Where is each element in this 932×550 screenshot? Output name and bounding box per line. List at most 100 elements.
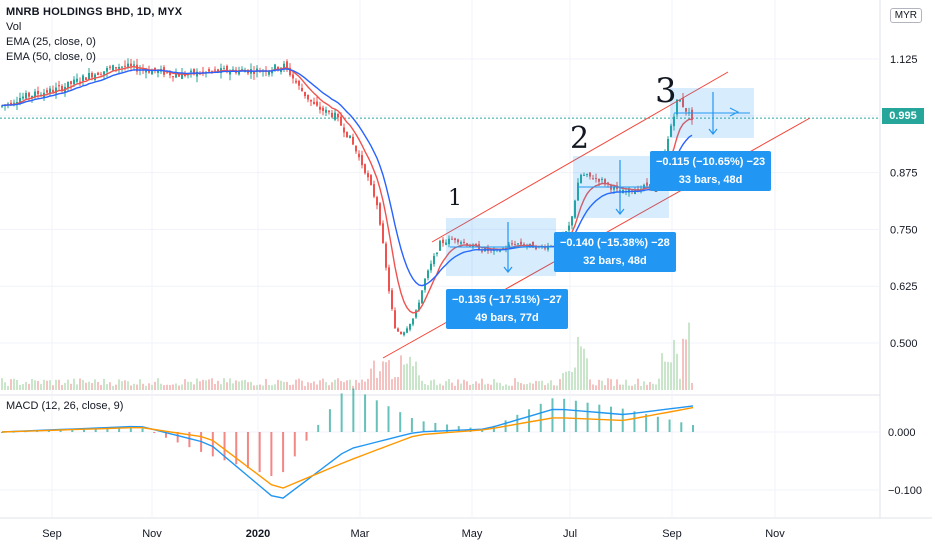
candle-body: [499, 250, 501, 252]
price-tick-label: 0.875: [890, 168, 918, 180]
candle-body: [19, 98, 21, 105]
candle-body: [634, 190, 636, 195]
candle-body: [229, 71, 231, 75]
volume-bar: [376, 377, 378, 390]
macd-histogram-bar: [446, 424, 449, 432]
volume-bar: [100, 384, 102, 390]
volume-bar: [1, 378, 3, 390]
candle-body: [319, 106, 321, 110]
macd-histogram-bar: [59, 430, 62, 432]
signal-line: [1, 406, 694, 489]
macd-legend-label[interactable]: MACD (12, 26, close, 9): [6, 400, 124, 412]
candle-body: [97, 72, 99, 76]
candle-body: [598, 178, 600, 182]
volume-bar: [604, 385, 606, 390]
candle-body: [673, 116, 675, 127]
candle-body: [298, 80, 300, 86]
volume-bar: [349, 379, 351, 390]
volume-bar: [145, 385, 147, 390]
volume-bar: [4, 382, 6, 390]
volume-bar: [391, 379, 393, 390]
measure-label-1-duration: 49 bars, 77d: [475, 312, 539, 324]
candle-body: [646, 182, 648, 186]
candle-body: [25, 92, 27, 99]
macd-histogram-bar: [164, 432, 167, 438]
ema25-indicator-label[interactable]: EMA (25, close, 0): [6, 36, 96, 48]
volume-bar: [463, 379, 465, 390]
volume-bar: [49, 380, 51, 390]
volume-bar: [325, 382, 327, 390]
volume-bar: [619, 384, 621, 390]
volume-bar: [256, 385, 258, 390]
volume-bar: [547, 383, 549, 390]
candle-body: [430, 263, 432, 271]
macd-histogram-bar: [235, 432, 238, 465]
volume-bar: [355, 379, 357, 390]
volume-bar: [79, 378, 81, 390]
candle-body: [547, 245, 549, 250]
macd-tick-label: −0.100: [888, 485, 922, 497]
volume-bar: [313, 381, 315, 390]
price-tick-label: 0.625: [890, 281, 918, 293]
candle-body: [133, 64, 135, 66]
measure-label-1: −0.135 (−17.51%) −27 49 bars, 77d: [446, 289, 568, 329]
volume-bar: [379, 371, 381, 390]
volume-bar: [181, 384, 183, 390]
volume-bar: [124, 380, 126, 390]
volume-bar: [592, 384, 594, 390]
volume-bar: [544, 385, 546, 390]
candle-body: [169, 72, 171, 76]
candle-body: [346, 131, 348, 138]
currency-button[interactable]: MYR: [889, 8, 922, 23]
macd-histogram-bar: [317, 424, 320, 432]
volume-bar: [394, 377, 396, 390]
volume-bar: [514, 378, 516, 390]
price-tick-label: 0.750: [890, 224, 918, 236]
candle-body: [331, 112, 333, 118]
volume-bar: [370, 368, 372, 390]
candle-body: [82, 75, 84, 81]
candle-body: [307, 94, 309, 100]
macd-histogram-bar: [211, 432, 214, 457]
volume-bar: [19, 384, 21, 390]
volume-bar: [85, 382, 87, 390]
macd-histogram-bar: [82, 429, 85, 432]
macd-histogram-bar: [118, 428, 121, 432]
chart-legend: MNRB HOLDINGS BHD, 1D, MYX Vol EMA (25, …: [6, 5, 182, 65]
volume-bar: [673, 339, 675, 390]
volume-indicator-label[interactable]: Vol: [6, 21, 22, 33]
ema50-indicator-label[interactable]: EMA (50, close, 0): [6, 51, 96, 63]
candle-body: [571, 216, 573, 226]
volume-bar: [493, 379, 495, 390]
volume-bar: [205, 380, 207, 390]
volume-bar: [289, 384, 291, 390]
candle-body: [460, 242, 462, 244]
time-tick-label: May: [462, 528, 483, 540]
volume-bar: [214, 384, 216, 390]
volume-bar: [127, 381, 129, 390]
volume-bar: [55, 379, 57, 390]
candle-body: [202, 71, 204, 73]
candle-body: [532, 241, 534, 248]
macd-histogram-bar: [434, 422, 437, 432]
volume-bar: [565, 371, 567, 390]
volume-bar: [622, 384, 624, 390]
macd-histogram-bar: [481, 429, 484, 432]
candle-body: [208, 69, 210, 72]
macd-histogram-bar: [410, 418, 413, 432]
candle-body: [385, 243, 387, 268]
candle-body: [436, 252, 438, 255]
candle-body: [166, 72, 168, 74]
volume-bar: [634, 384, 636, 390]
volume-bar: [385, 362, 387, 390]
macd-histogram-bar: [656, 416, 659, 432]
volume-bar: [589, 379, 591, 390]
candle-body: [382, 223, 384, 244]
macd-histogram-bar: [692, 425, 694, 432]
volume-bar: [541, 380, 543, 390]
candle-body: [190, 70, 192, 72]
candle-body: [592, 178, 594, 180]
volume-bar: [142, 383, 144, 390]
volume-bar: [352, 385, 354, 390]
